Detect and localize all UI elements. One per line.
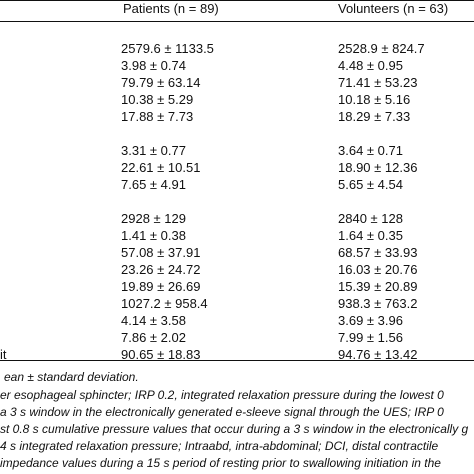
volunteers-value: 10.18 ± 5.16 [338,92,411,107]
volunteers-value: 7.99 ± 1.56 [338,330,403,345]
footnote-line: er esophageal sphincter; IRP 0.2, integr… [0,388,444,402]
column-header-volunteers: Volunteers (n = 63) [338,1,449,16]
patients-value: 7.86 ± 2.02 [121,330,186,345]
footnote-line: impedance values during a 15 s period of… [0,456,441,470]
patients-value: 57.08 ± 37.91 [121,245,201,260]
table-bottom-rule [0,360,474,361]
volunteers-value: 4.48 ± 0.95 [338,58,403,73]
patients-value: 2579.6 ± 1133.5 [121,41,214,56]
volunteers-value: 2528.9 ± 824.7 [338,41,425,56]
volunteers-value: 3.64 ± 0.71 [338,143,403,158]
volunteers-value: 18.29 ± 7.33 [338,109,411,124]
volunteers-value: 71.41 ± 53.23 [338,75,418,90]
patients-value: 3.98 ± 0.74 [121,58,186,73]
patients-value: 3.31 ± 0.77 [121,143,186,158]
footnote-line: a 3 s window in the electronically gener… [0,405,444,419]
volunteers-value: 68.57 ± 33.93 [338,245,418,260]
column-header-patients: Patients (n = 89) [123,1,219,16]
row-label: it [0,347,7,362]
footnote-line: 4 s integrated relaxation pressure; Intr… [0,439,439,453]
patients-value: 79.79 ± 63.14 [121,75,201,90]
footnote-line: st 0.8 s cumulative pressure values that… [0,422,469,436]
volunteers-value: 16.03 ± 20.76 [338,262,418,277]
volunteers-value: 15.39 ± 20.89 [338,279,418,294]
patients-value: 19.89 ± 26.69 [121,279,201,294]
volunteers-value: 3.69 ± 3.96 [338,313,403,328]
volunteers-value: 18.90 ± 12.36 [338,160,418,175]
patients-value: 10.38 ± 5.29 [121,92,194,107]
patients-value: 1.41 ± 0.38 [121,228,186,243]
patients-value: 7.65 ± 4.91 [121,177,186,192]
header-rule-bottom [0,21,474,22]
patients-value: 90.65 ± 18.83 [121,347,201,362]
patients-value: 17.88 ± 7.73 [121,109,194,124]
footnote-line: ean ± standard deviation. [4,370,139,384]
volunteers-value: 2840 ± 128 [338,211,403,226]
header-rule-top [0,0,474,1]
volunteers-value: 1.64 ± 0.35 [338,228,403,243]
patients-value: 22.61 ± 10.51 [121,160,201,175]
patients-value: 23.26 ± 24.72 [121,262,201,277]
patients-value: 4.14 ± 3.58 [121,313,186,328]
volunteers-value: 94.76 ± 13.42 [338,347,418,362]
volunteers-value: 5.65 ± 4.54 [338,177,403,192]
volunteers-value: 938.3 ± 763.2 [338,296,418,311]
patients-value: 2928 ± 129 [121,211,186,226]
patients-value: 1027.2 ± 958.4 [121,296,208,311]
